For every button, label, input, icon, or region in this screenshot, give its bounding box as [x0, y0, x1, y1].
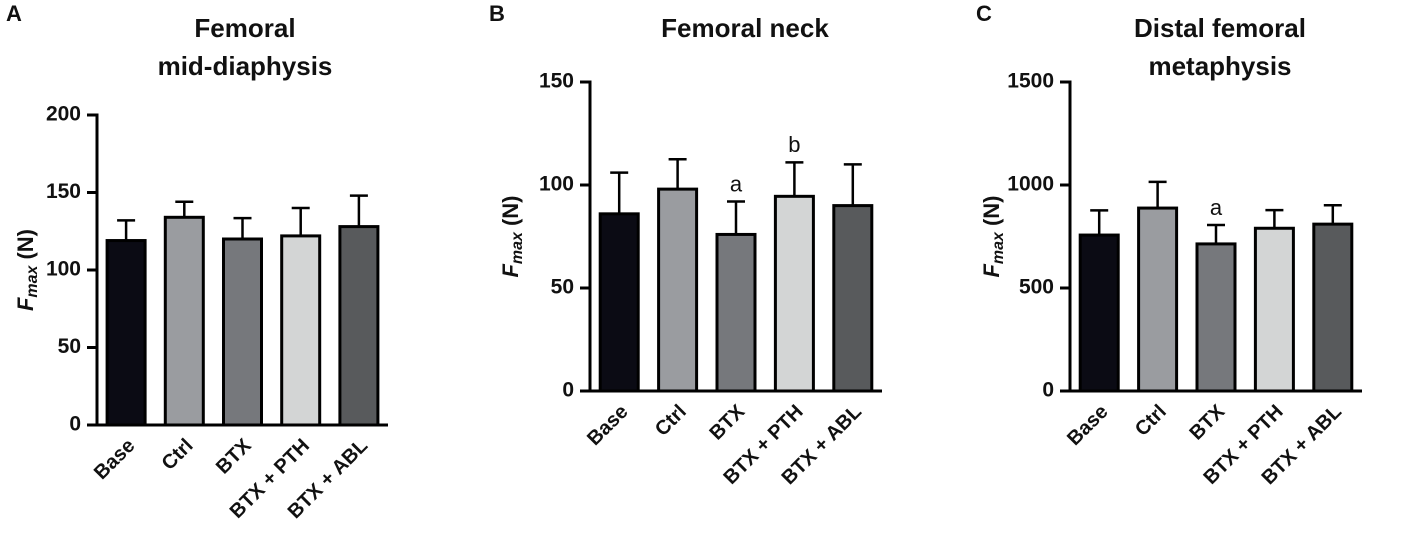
y-axis-label: Fmax (N) [13, 229, 41, 311]
chart-title: metaphysis [1148, 51, 1291, 81]
bar [715, 232, 757, 393]
y-tick-label: 100 [46, 258, 81, 281]
y-axis-label: Fmax (N) [498, 195, 526, 277]
chart-title: Distal femoral [1134, 13, 1306, 43]
y-label-subscript: max [24, 264, 41, 297]
y-tick-label: 1000 [1007, 173, 1054, 196]
annotation: a [1210, 195, 1223, 220]
panel-letter: B [489, 1, 505, 26]
x-tick-label: Ctrl [158, 435, 198, 475]
bar [598, 212, 640, 393]
chart-title: mid-diaphysis [158, 51, 333, 81]
annotation: a [730, 171, 743, 196]
y-tick-label: 0 [69, 413, 81, 436]
y-label-unit: (N) [13, 229, 38, 260]
annotation: b [788, 132, 800, 157]
y-tick-label: 50 [58, 335, 81, 358]
y-label-unit: (N) [979, 195, 1004, 226]
bar [1253, 226, 1295, 393]
y-label-symbol: F [979, 264, 1004, 278]
bar [1195, 242, 1237, 393]
bar [773, 194, 815, 393]
x-tick-label: BTX [212, 434, 256, 478]
y-tick-label: 0 [1042, 379, 1054, 402]
bar [1312, 222, 1354, 393]
panel-letter: C [976, 1, 992, 26]
bar [338, 225, 380, 427]
bar [163, 215, 205, 427]
chart-title: Femoral [194, 13, 295, 43]
y-tick-label: 150 [46, 180, 81, 203]
bar [1137, 206, 1179, 393]
y-label-subscript: max [990, 231, 1007, 264]
chart-title: Femoral neck [661, 13, 829, 43]
bar [657, 187, 699, 393]
y-tick-label: 50 [551, 276, 574, 299]
bar [832, 204, 874, 393]
bar [105, 239, 147, 427]
y-label-subscript: max [509, 231, 526, 264]
x-tick-label: Ctrl [1131, 401, 1171, 441]
bar [280, 234, 322, 427]
x-tick-label: Base [90, 435, 139, 484]
y-label-symbol: F [13, 297, 38, 311]
y-tick-label: 150 [539, 70, 574, 93]
y-tick-label: 100 [539, 173, 574, 196]
y-tick-label: 1500 [1007, 70, 1054, 93]
x-tick-label: Base [1063, 401, 1112, 450]
y-tick-label: 0 [562, 379, 574, 402]
y-label-unit: (N) [498, 195, 523, 226]
y-tick-label: 500 [1019, 276, 1054, 299]
bar [1078, 233, 1120, 393]
y-tick-label: 200 [46, 103, 81, 126]
x-tick-label: Base [583, 401, 632, 450]
panel-letter: A [6, 1, 22, 26]
x-tick-label: BTX [1185, 400, 1229, 444]
bar [222, 237, 263, 427]
y-label-symbol: F [498, 264, 523, 278]
x-tick-label: Ctrl [651, 401, 691, 441]
x-tick-label: BTX [705, 400, 749, 444]
y-axis-label: Fmax (N) [979, 195, 1007, 277]
